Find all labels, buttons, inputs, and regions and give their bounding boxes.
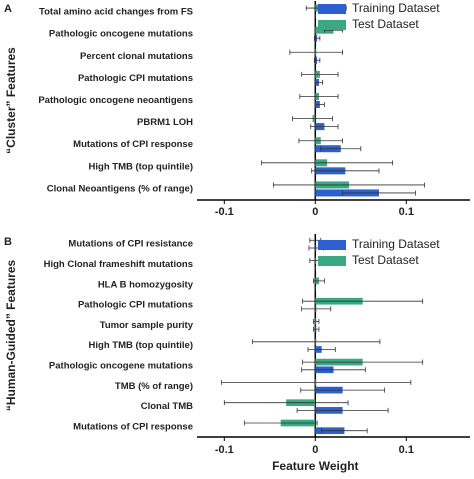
error-bar: [301, 367, 366, 373]
x-axis-title: Feature Weight: [272, 459, 358, 473]
y-tick-label: Percent clonal mutations: [80, 51, 193, 62]
error-bar: [302, 359, 424, 365]
error-bar: [313, 319, 320, 325]
error-bar: [313, 326, 320, 332]
error-bar: [313, 35, 321, 41]
y-tick-label: High Clonal frameshift mutations: [44, 259, 193, 270]
y-axis-title: “Human-Guided” Features: [4, 260, 18, 412]
y-tick-label: Clonal TMB: [141, 401, 193, 412]
y-tick-label: High TMB (top quintile): [89, 340, 193, 351]
x-tick-label: 0.1: [399, 206, 414, 218]
panel-label: B: [4, 236, 12, 248]
y-tick-label: Mutations of CPI resistance: [68, 239, 193, 250]
error-bar: [243, 420, 318, 426]
x-tick-label: 0: [312, 206, 318, 218]
legend-label: Test Dataset: [352, 253, 419, 267]
y-tick-label: Pathologic oncogene mutations: [49, 360, 193, 371]
y-tick-label: Mutations of CPI response: [73, 421, 193, 432]
error-bar: [292, 116, 333, 122]
y-tick-label: Clonal Neoantigens (% of range): [47, 183, 193, 194]
error-bar: [223, 400, 349, 406]
y-tick-label: Pathologic oncogene mutations: [49, 29, 193, 40]
error-bar: [310, 124, 339, 130]
error-bar: [311, 168, 380, 174]
y-tick-label: Mutations of CPI response: [73, 139, 193, 150]
error-bar: [299, 94, 339, 99]
error-bar: [313, 57, 321, 63]
error-bar: [252, 339, 381, 345]
error-bar: [301, 71, 339, 77]
error-bar: [273, 182, 425, 188]
x-tick-label: -0.1: [215, 206, 234, 218]
legend-label: Training Dataset: [352, 1, 440, 15]
y-tick-label: Total amino acid changes from FS: [39, 7, 193, 18]
error-bar: [298, 138, 344, 144]
y-tick-label: TMB (% of range): [115, 381, 193, 392]
y-tick-label: Pathologic CPI mutations: [78, 300, 193, 311]
panel-label: A: [4, 3, 12, 15]
legend-swatch: [318, 256, 346, 266]
legend-swatch: [318, 20, 346, 30]
error-bar: [307, 346, 336, 352]
y-tick-label: Tumor sample purity: [100, 320, 194, 331]
legend-label: Test Dataset: [352, 17, 419, 31]
y-tick-label: Pathologic CPI mutations: [78, 73, 193, 84]
error-bar: [321, 428, 368, 434]
legend-swatch: [318, 4, 346, 14]
error-bar: [289, 49, 344, 55]
error-bar: [320, 146, 362, 152]
legend: Training Dataset Test Dataset: [318, 237, 440, 267]
error-bar: [314, 102, 325, 107]
legend-label: Training Dataset: [352, 237, 440, 251]
legend: Training Dataset Test Dataset: [318, 1, 440, 31]
error-bar: [300, 387, 385, 393]
y-tick-label: PBRM1 LOH: [137, 117, 193, 128]
y-axis-title: “Cluster” Features: [4, 47, 18, 154]
error-bar: [296, 407, 389, 413]
error-bar: [221, 379, 412, 385]
x-tick-label: 0.1: [399, 444, 414, 456]
y-tick-label: High TMB (top quintile): [89, 161, 193, 172]
error-bar: [314, 79, 323, 85]
legend-swatch: [318, 240, 346, 250]
y-tick-label: Pathologic oncogene neoantigens: [38, 95, 193, 106]
error-bar: [301, 306, 332, 312]
error-bar: [302, 298, 424, 304]
error-bar: [313, 278, 325, 284]
x-tick-label: 0: [312, 444, 318, 456]
error-bar: [342, 190, 416, 196]
x-tick-label: -0.1: [215, 444, 234, 456]
error-bar: [261, 160, 394, 166]
y-tick-label: HLA B homozygosity: [98, 279, 194, 290]
